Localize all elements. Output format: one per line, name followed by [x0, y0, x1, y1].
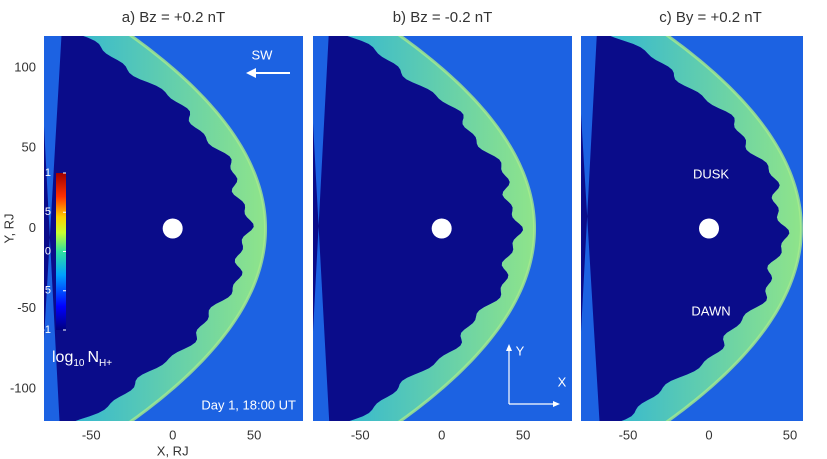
label-part: N: [87, 349, 99, 366]
y-tick-label: -100: [10, 380, 36, 395]
label-part: log: [52, 349, 73, 366]
plot: [308, 28, 572, 429]
planet: [699, 219, 719, 239]
annotation: X: [558, 374, 567, 389]
annotation: Day 1, 18:00 UT: [201, 397, 296, 412]
y-tick-label: -50: [17, 300, 36, 315]
x-tick-label: 0: [169, 427, 176, 442]
y-tick-label: 0: [29, 220, 36, 235]
annotation: DAWN: [691, 303, 730, 318]
label-part: 10: [73, 358, 85, 369]
x-tick-label: -50: [619, 427, 638, 442]
colorbar-tick-label: 0: [45, 245, 51, 257]
x-tick-label: -50: [351, 427, 370, 442]
colorbar-tick-label: 0.5: [36, 206, 51, 218]
plot: [576, 28, 803, 429]
x-tick-label: 0: [438, 427, 445, 442]
annotation: DUSK: [693, 166, 729, 181]
figure: a) Bz = +0.2 nT-50050-100-50050100X, RJY…: [0, 0, 827, 459]
colorbar-tick-label: 1: [45, 167, 51, 179]
planet: [163, 219, 183, 239]
x-tick-label: 0: [705, 427, 712, 442]
x-tick-label: 50: [783, 427, 797, 442]
annotation: SW: [252, 47, 274, 62]
y-axis-label: Y, RJ: [1, 213, 16, 243]
colorbar-tick-label: -1: [41, 324, 51, 336]
panel: c) By = +0.2 nT -50 0 50: [576, 9, 803, 442]
x-tick-label: -50: [82, 427, 101, 442]
panel-title: a) Bz = +0.2 nT: [122, 9, 225, 26]
planet: [432, 219, 452, 239]
y-tick-label: 100: [14, 60, 36, 75]
x-tick-label: 50: [516, 427, 530, 442]
annotation: Y: [516, 343, 525, 358]
panel-title: c) By = +0.2 nT: [659, 9, 762, 26]
label-part: H+: [99, 358, 112, 369]
x-axis-label: X, RJ: [157, 443, 189, 458]
x-tick-label: 50: [247, 427, 261, 442]
panel-title: b) Bz = -0.2 nT: [393, 9, 493, 26]
y-tick-label: 50: [22, 140, 36, 155]
plot: [39, 28, 303, 429]
panel: b) Bz = -0.2 nT -50 0 50: [308, 9, 572, 442]
colorbar-tick-label: -0.5: [32, 285, 51, 297]
